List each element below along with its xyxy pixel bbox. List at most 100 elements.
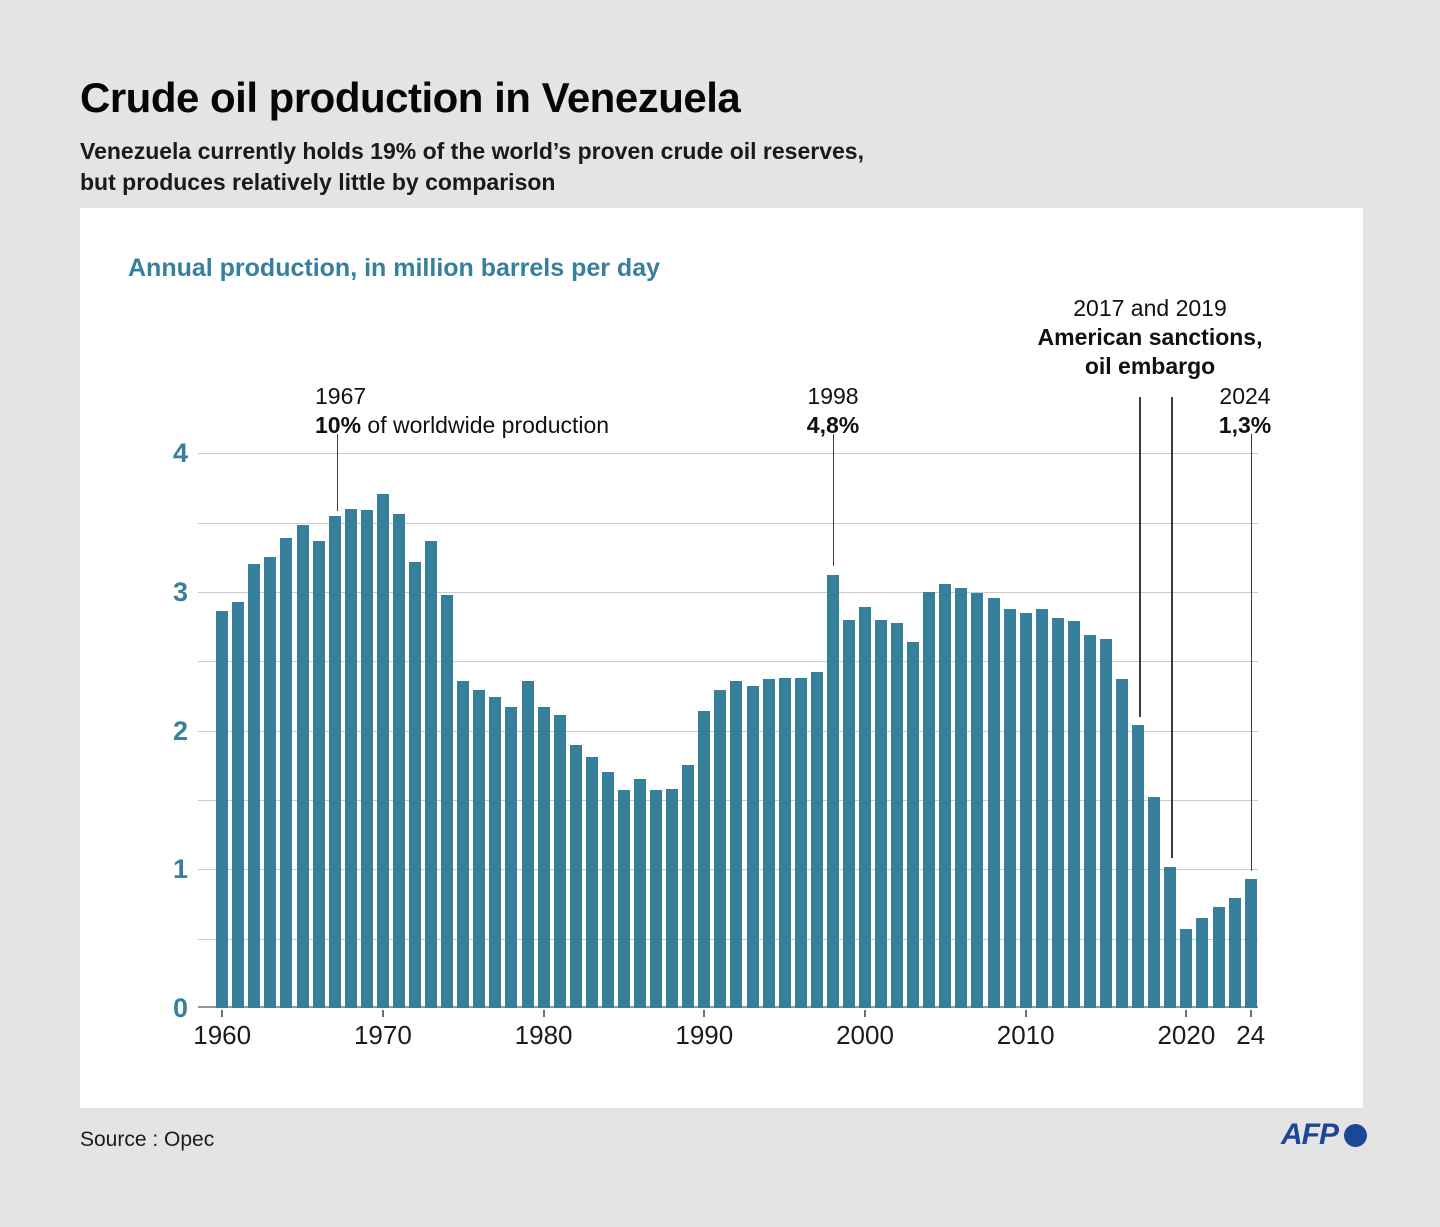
bar-1966[interactable]: [312, 540, 325, 1008]
bar-2009[interactable]: [1003, 608, 1016, 1008]
bar-1975[interactable]: [457, 680, 470, 1008]
bar-1973[interactable]: [425, 540, 438, 1008]
bar-1965[interactable]: [296, 525, 309, 1008]
bar-1981[interactable]: [553, 715, 566, 1008]
bar-1960[interactable]: [216, 611, 229, 1008]
bar-2006[interactable]: [955, 587, 968, 1008]
bar-2014[interactable]: [1083, 635, 1096, 1008]
bar-2005[interactable]: [939, 583, 952, 1008]
bar-2013[interactable]: [1067, 621, 1080, 1008]
x-tick-2024: [1249, 1010, 1252, 1017]
x-tick-1960: [221, 1010, 224, 1017]
bar-1969[interactable]: [360, 510, 373, 1008]
bar-2001[interactable]: [875, 619, 888, 1008]
bar-1989[interactable]: [682, 765, 695, 1008]
bar-1991[interactable]: [714, 690, 727, 1008]
x-tick-label-1970: 1970: [353, 1020, 412, 1050]
bar-2017[interactable]: [1132, 725, 1145, 1008]
bar-2011[interactable]: [1035, 608, 1048, 1008]
bar-1997[interactable]: [810, 672, 823, 1008]
y-tick-label-0: 0: [172, 993, 188, 1023]
annotation-1967-line-2: 10% of worldwide production: [315, 412, 610, 438]
bar-2024[interactable]: [1244, 879, 1257, 1008]
bar-2020[interactable]: [1180, 928, 1193, 1008]
gridline-y-1.5: [198, 800, 1258, 802]
bar-1963[interactable]: [264, 557, 277, 1008]
bar-1990[interactable]: [698, 711, 711, 1008]
bar-2012[interactable]: [1051, 618, 1064, 1008]
bar-2023[interactable]: [1228, 898, 1241, 1008]
bar-1992[interactable]: [730, 680, 743, 1008]
gridline-y-3.5: [198, 522, 1258, 524]
bar-1968[interactable]: [344, 508, 357, 1008]
annotation-2024: 2024 1,3%: [1219, 382, 1271, 440]
bar-1967[interactable]: [328, 515, 341, 1008]
gridline-y-2.5: [198, 661, 1258, 663]
bar-2004[interactable]: [923, 592, 936, 1008]
bar-1974[interactable]: [441, 594, 454, 1008]
bar-1971[interactable]: [392, 514, 405, 1008]
annotation-1967: 1967 10% of worldwide production: [315, 382, 609, 440]
bar-2021[interactable]: [1196, 917, 1209, 1008]
bar-1996[interactable]: [794, 678, 807, 1008]
bar-1998[interactable]: [826, 575, 839, 1008]
source-note: Source : Opec: [80, 1128, 215, 1151]
bar-1993[interactable]: [746, 686, 759, 1008]
bar-1978[interactable]: [505, 707, 518, 1008]
gridline-y-0.5: [198, 938, 1258, 940]
bar-1961[interactable]: [232, 601, 245, 1008]
annotation-2024-line-1: 2024: [1219, 383, 1271, 409]
afp-logo-circle-icon: [1344, 1124, 1368, 1147]
bar-2022[interactable]: [1212, 906, 1225, 1008]
afp-logo: AFP: [1281, 1120, 1368, 1152]
annotation-2017-2019-leader-line-1: [1139, 397, 1141, 717]
bar-2016[interactable]: [1116, 679, 1129, 1008]
bar-2010[interactable]: [1019, 612, 1032, 1008]
bar-1977[interactable]: [489, 697, 502, 1008]
bar-1979[interactable]: [521, 680, 534, 1008]
bar-1980[interactable]: [537, 707, 550, 1008]
annotation-2017-2019-line-2: American sanctions,: [1037, 324, 1263, 350]
x-tick-2020: [1185, 1010, 1188, 1017]
page-subtitle-line1: Venezuela currently holds 19% of the wor…: [80, 138, 864, 164]
bar-2007[interactable]: [971, 593, 984, 1008]
bar-1988[interactable]: [666, 788, 679, 1008]
annotation-1998-line-1: 1998: [807, 383, 859, 409]
bar-1982[interactable]: [569, 744, 582, 1008]
annotation-1998-leader-line-1: [832, 434, 834, 566]
bar-2000[interactable]: [859, 607, 871, 1008]
x-tick-label-2024: 24: [1236, 1020, 1266, 1050]
bar-2018[interactable]: [1148, 797, 1161, 1008]
bar-1987[interactable]: [650, 790, 663, 1008]
x-tick-1970: [381, 1010, 384, 1017]
chart-title: Annual production, in million barrels pe…: [128, 254, 661, 282]
bar-1976[interactable]: [473, 690, 486, 1008]
gridline-y-3.0: [198, 592, 1258, 594]
bar-1999[interactable]: [842, 619, 855, 1008]
bar-1964[interactable]: [280, 537, 293, 1008]
bar-1986[interactable]: [634, 779, 647, 1008]
gridline-y-2.0: [198, 730, 1258, 732]
x-tick-label-2000: 2000: [836, 1020, 894, 1050]
annotation-2024-leader-line-1: [1250, 434, 1252, 871]
bar-1972[interactable]: [409, 561, 422, 1008]
bar-2008[interactable]: [987, 597, 1000, 1008]
bar-1985[interactable]: [617, 790, 630, 1008]
x-tick-label-1980: 1980: [514, 1020, 573, 1050]
bar-2019[interactable]: [1164, 866, 1177, 1008]
x-tick-2010: [1024, 1010, 1027, 1017]
bar-1984[interactable]: [601, 772, 614, 1008]
bar-1970[interactable]: [376, 493, 389, 1008]
bar-2015[interactable]: [1100, 639, 1113, 1008]
bar-2002[interactable]: [891, 622, 904, 1008]
y-tick-label-1: 1: [172, 854, 188, 885]
bar-2003[interactable]: [907, 641, 920, 1008]
page-subtitle: Venezuela currently holds 19% of the wor…: [80, 136, 1080, 198]
gridline-y-1.0: [198, 869, 1258, 871]
bar-1995[interactable]: [778, 678, 791, 1008]
x-axis-line: [198, 1006, 1258, 1008]
bar-1994[interactable]: [762, 679, 775, 1008]
bar-1983[interactable]: [585, 757, 598, 1008]
bar-1962[interactable]: [248, 564, 261, 1008]
